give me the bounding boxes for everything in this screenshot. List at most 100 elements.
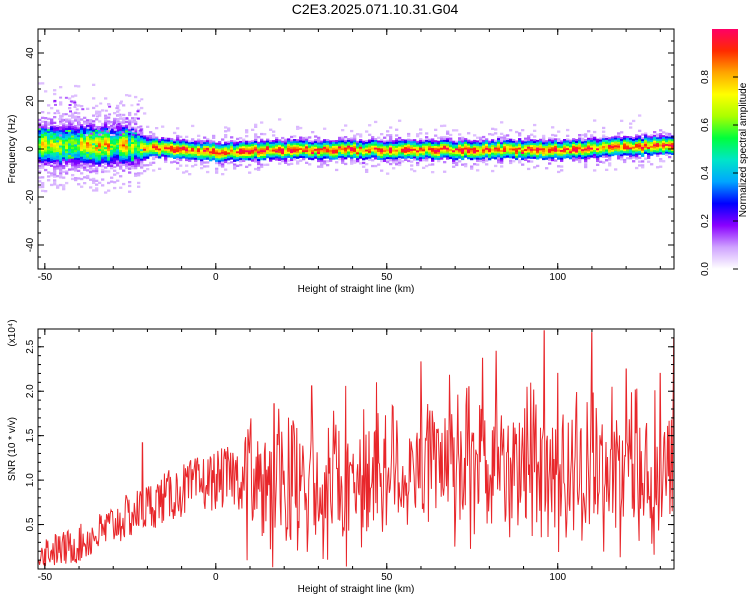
heatmap-cell <box>560 169 564 172</box>
snr-line <box>38 330 674 568</box>
heatmap-cell <box>59 149 63 152</box>
heatmap-cell <box>71 154 75 158</box>
heatmap-cell <box>311 150 315 153</box>
heatmap-cell <box>92 147 96 150</box>
heatmap-cell <box>131 145 135 149</box>
heatmap-cell <box>662 139 666 142</box>
heatmap-cell <box>200 151 204 154</box>
heatmap-cell <box>257 145 261 148</box>
heatmap-cell <box>305 150 309 153</box>
heatmap-cell <box>347 151 351 154</box>
heatmap-cell <box>131 119 135 122</box>
heatmap-cell <box>338 136 342 140</box>
heatmap-cell <box>644 132 648 135</box>
heatmap-cell <box>581 145 585 148</box>
heatmap-cell <box>647 147 651 150</box>
heatmap-cell <box>77 183 81 186</box>
heatmap-cell <box>323 154 327 157</box>
heatmap-cell <box>278 150 282 154</box>
heatmap-cell <box>120 100 123 103</box>
heatmap-cell <box>89 159 93 162</box>
heatmap-cell <box>365 151 369 154</box>
heatmap-cell <box>524 137 528 140</box>
heatmap-cell <box>146 148 150 152</box>
heatmap-cell <box>593 130 597 134</box>
heatmap-cell <box>89 163 93 166</box>
heatmap-cell <box>488 140 492 143</box>
heatmap-cell <box>47 179 51 182</box>
heatmap-cell <box>158 154 162 157</box>
heatmap-cell <box>136 103 140 106</box>
heatmap-cell <box>386 149 390 152</box>
heatmap-cell <box>134 140 138 143</box>
heatmap-cell <box>647 141 651 144</box>
heatmap-cell <box>347 138 351 141</box>
heatmap-cell <box>662 144 666 148</box>
heatmap-cell <box>146 154 150 157</box>
heatmap-cell <box>107 164 111 167</box>
heatmap-cell <box>152 161 156 164</box>
heatmap-cell <box>125 138 129 141</box>
heatmap-cell <box>416 146 420 149</box>
heatmap-cell <box>329 159 333 162</box>
heatmap-cell <box>101 178 105 181</box>
heatmap-cell <box>320 146 324 149</box>
heatmap-cell <box>275 152 279 155</box>
heatmap-cell <box>140 98 144 101</box>
heatmap-cell <box>125 163 129 166</box>
heatmap-cell <box>287 146 291 149</box>
heatmap-cell <box>170 155 174 158</box>
heatmap-cell <box>62 170 66 173</box>
heatmap-cell <box>302 156 306 159</box>
heatmap-cell <box>254 123 258 126</box>
heatmap-cell <box>608 158 612 161</box>
heatmap-cell <box>407 142 411 145</box>
heatmap-cell <box>92 129 96 133</box>
heatmap-cell <box>269 159 273 162</box>
heatmap-cell <box>80 162 84 165</box>
heatmap-cell <box>98 120 102 123</box>
x-tick-label: 0 <box>213 272 219 283</box>
heatmap-cell <box>77 115 81 119</box>
heatmap-cell <box>650 145 654 149</box>
heatmap-cell <box>269 145 273 149</box>
heatmap-cell <box>83 145 87 148</box>
heatmap-cell <box>629 147 633 150</box>
heatmap-cell <box>452 161 456 165</box>
heatmap-cell <box>65 128 69 131</box>
heatmap-cell <box>68 156 72 160</box>
heatmap-cell <box>50 156 54 160</box>
heatmap-cell <box>344 139 348 143</box>
heatmap-cell <box>107 133 111 137</box>
heatmap-cell <box>644 136 648 139</box>
heatmap-cell <box>341 157 345 161</box>
heatmap-cell <box>71 168 75 171</box>
heatmap-cell <box>377 155 381 159</box>
heatmap-cell <box>176 127 180 130</box>
heatmap-cell <box>332 147 336 151</box>
heatmap-cell <box>68 139 72 142</box>
heatmap-cell <box>44 122 48 126</box>
heatmap-cell <box>59 96 63 99</box>
heatmap-cell <box>443 138 447 141</box>
heatmap-cell <box>341 142 345 145</box>
heatmap-cell <box>401 148 405 151</box>
heatmap-cell <box>482 143 486 146</box>
heatmap-cell <box>59 160 63 164</box>
heatmap-cell <box>389 145 393 148</box>
heatmap-cell <box>302 136 306 140</box>
heatmap-cell <box>371 159 375 162</box>
heatmap-cell <box>392 144 396 147</box>
heatmap-cell <box>296 139 300 142</box>
heatmap-cell <box>428 146 432 149</box>
heatmap-cell <box>371 138 375 141</box>
heatmap-cell <box>107 189 111 192</box>
heatmap-cell <box>104 139 108 142</box>
heatmap-cell <box>410 154 414 158</box>
heatmap-cell <box>641 146 645 150</box>
heatmap-cell <box>353 155 357 159</box>
heatmap-cell <box>443 139 447 143</box>
heatmap-cell <box>365 143 369 147</box>
heatmap-cell <box>638 156 642 159</box>
heatmap-cell <box>47 158 51 161</box>
